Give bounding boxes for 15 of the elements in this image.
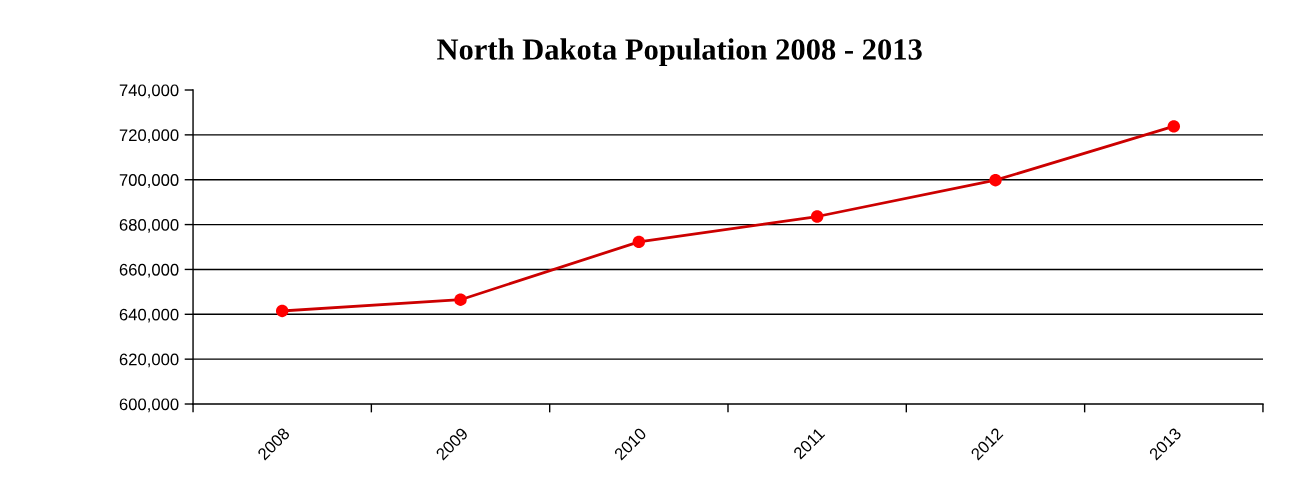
y-tick-label: 740,000: [119, 84, 179, 99]
point: [454, 293, 467, 306]
point: [275, 304, 289, 318]
y-tick-label: 620,000: [119, 353, 179, 368]
point: [810, 210, 824, 223]
y-tick-label: 720,000: [119, 129, 179, 144]
y-tick-label: 660,000: [119, 263, 179, 278]
point: [1167, 120, 1181, 133]
y-tick-label: 640,000: [119, 308, 179, 323]
y-tick-label: 600,000: [119, 398, 179, 413]
chart-title: North Dakota Population 2008 - 2013: [437, 38, 922, 67]
point: [989, 173, 1002, 187]
y-tick-label: 700,000: [119, 174, 179, 188]
point: [632, 235, 646, 249]
y-tick-label: 680,000: [119, 218, 179, 233]
